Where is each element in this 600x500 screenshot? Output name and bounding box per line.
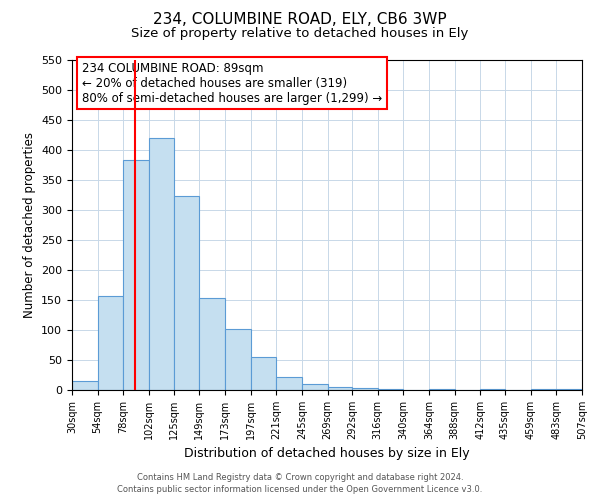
Bar xyxy=(199,298,225,390)
Bar xyxy=(302,384,328,390)
Bar xyxy=(173,196,199,390)
Bar xyxy=(98,296,124,390)
Bar xyxy=(556,389,582,390)
Text: Contains public sector information licensed under the Open Government Licence v3: Contains public sector information licen… xyxy=(118,485,482,494)
Text: 234, COLUMBINE ROAD, ELY, CB6 3WP: 234, COLUMBINE ROAD, ELY, CB6 3WP xyxy=(153,12,447,28)
Bar xyxy=(352,388,378,390)
Text: 234 COLUMBINE ROAD: 89sqm
← 20% of detached houses are smaller (319)
80% of semi: 234 COLUMBINE ROAD: 89sqm ← 20% of detac… xyxy=(82,62,382,104)
Bar xyxy=(328,387,352,390)
Bar xyxy=(429,389,455,390)
Bar xyxy=(276,378,302,390)
Bar xyxy=(149,138,173,390)
Bar xyxy=(225,330,251,390)
Bar xyxy=(251,357,276,390)
X-axis label: Distribution of detached houses by size in Ely: Distribution of detached houses by size … xyxy=(184,448,470,460)
Text: Size of property relative to detached houses in Ely: Size of property relative to detached ho… xyxy=(131,28,469,40)
Y-axis label: Number of detached properties: Number of detached properties xyxy=(23,132,35,318)
Bar xyxy=(72,381,98,390)
Text: Contains HM Land Registry data © Crown copyright and database right 2024.: Contains HM Land Registry data © Crown c… xyxy=(137,472,463,482)
Bar xyxy=(124,160,149,390)
